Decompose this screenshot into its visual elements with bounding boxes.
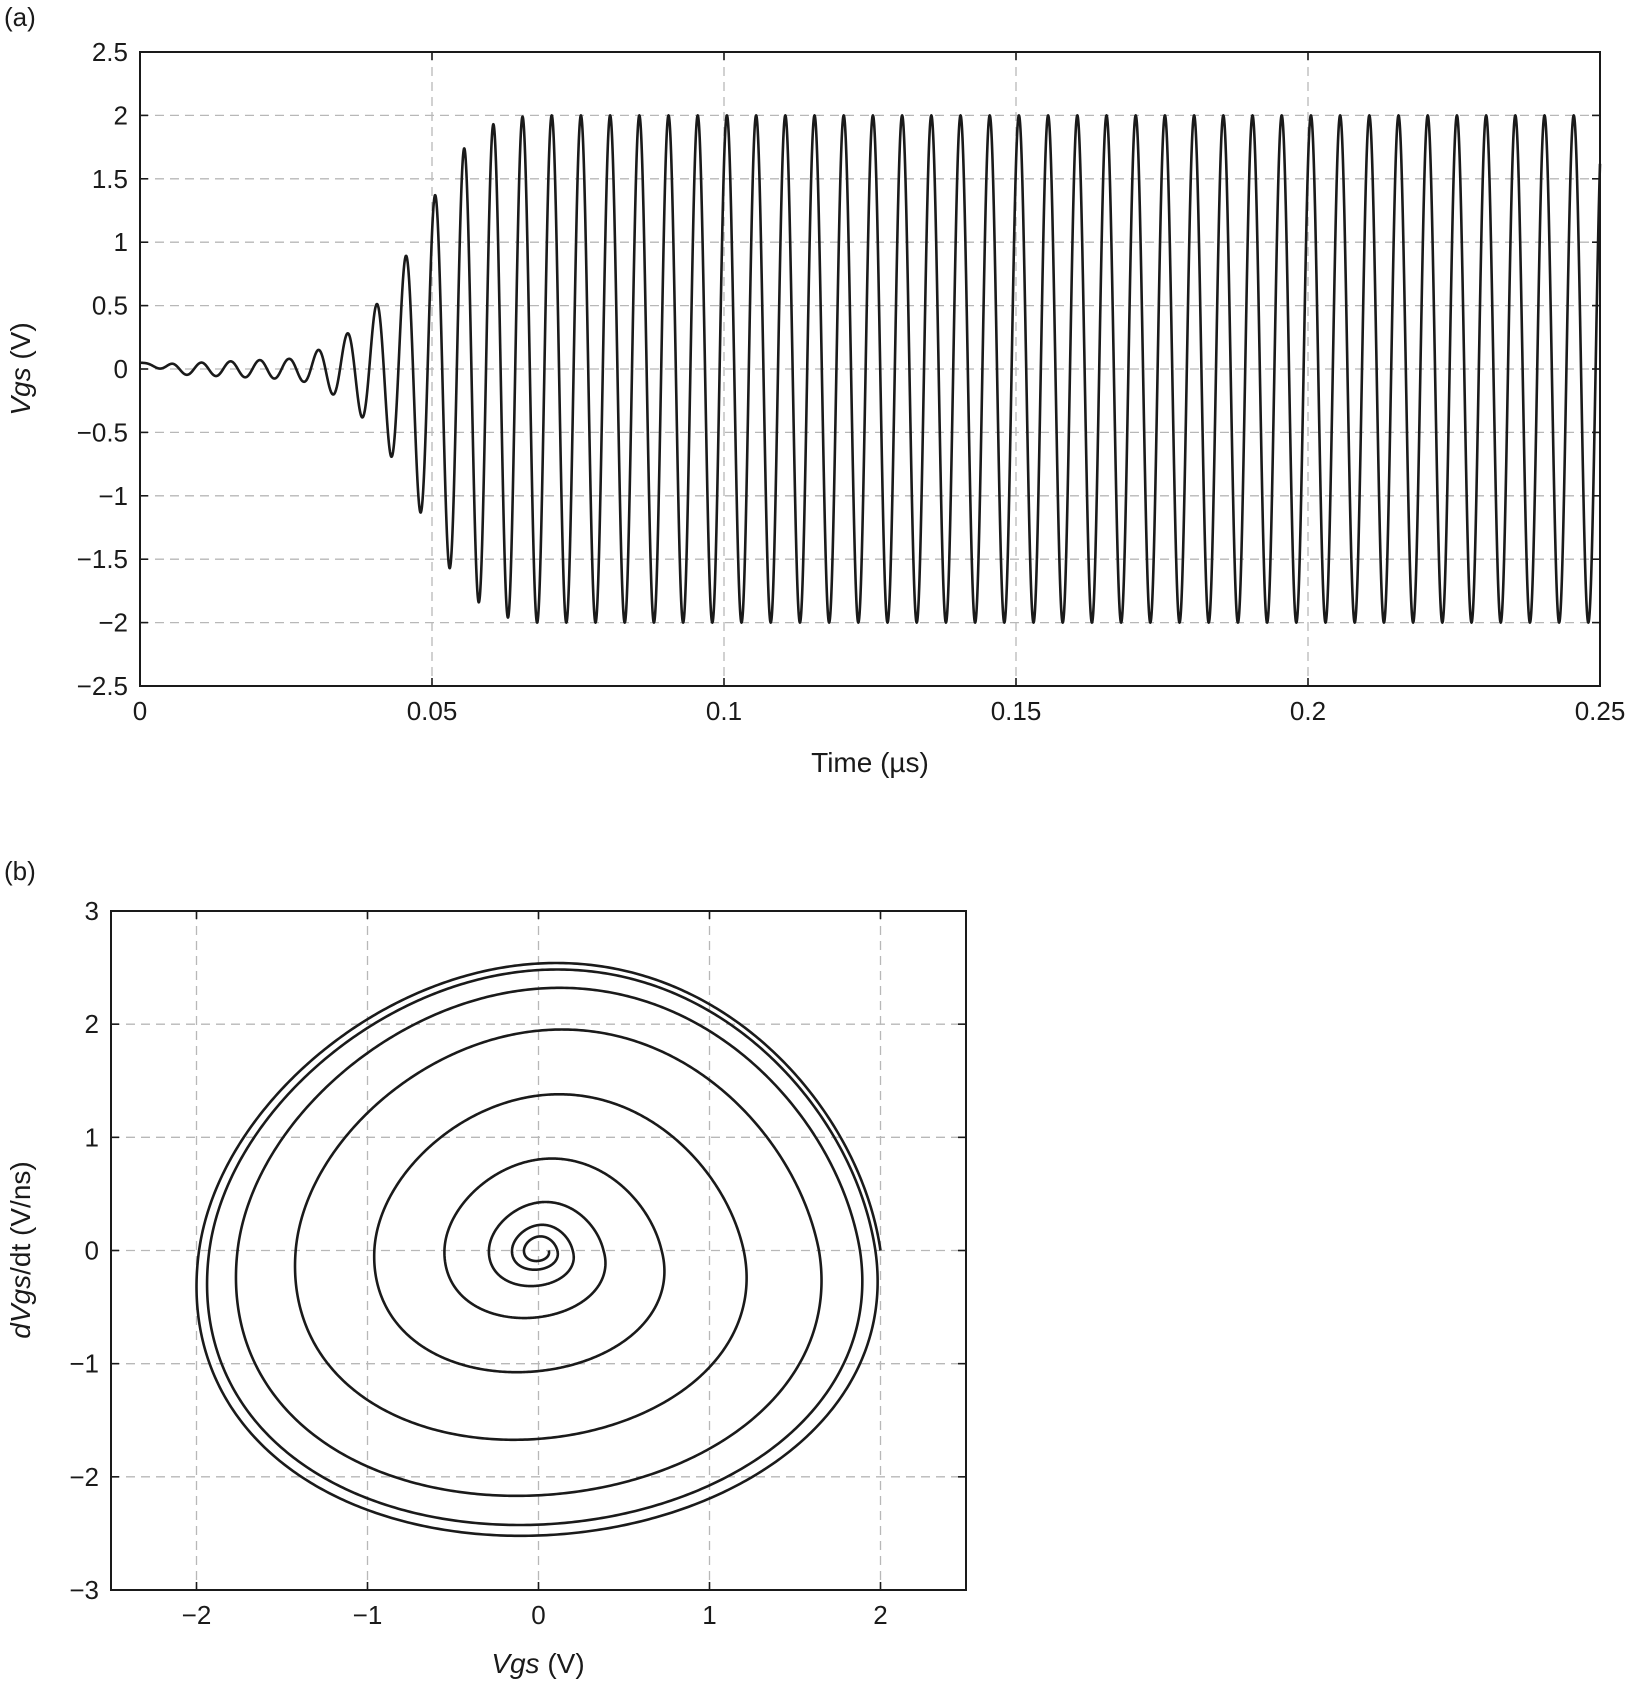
a-x-tick-label: 0 xyxy=(133,696,147,726)
a-y-tick-label: 1.5 xyxy=(92,164,128,194)
panel-b-trace xyxy=(195,961,882,1538)
a-y-tick-label: −2 xyxy=(98,608,128,638)
panel-b-x-axis-label: Vgs (V) xyxy=(491,1648,584,1679)
b-x-tick-label: 1 xyxy=(702,1600,716,1630)
b-x-tick-label: 2 xyxy=(873,1600,887,1630)
panel-b-phase-spiral xyxy=(195,961,882,1538)
panel-b-label: (b) xyxy=(4,856,36,886)
b-x-tick-label: −1 xyxy=(353,1600,383,1630)
panel-a-label: (a) xyxy=(4,2,36,32)
a-x-tick-label: 0.2 xyxy=(1290,696,1326,726)
b-x-tick-label: 0 xyxy=(531,1600,545,1630)
b-y-tick-label: 3 xyxy=(85,896,99,926)
b-y-tick-label: 0 xyxy=(85,1236,99,1266)
a-y-tick-label: 1 xyxy=(114,227,128,257)
panel-a-grid xyxy=(140,52,1600,686)
a-y-tick-label: 0 xyxy=(114,354,128,384)
a-y-tick-label: 2.5 xyxy=(92,37,128,67)
a-y-tick-label: −1 xyxy=(98,481,128,511)
panel-b-x-ticks: −2 −1 0 1 2 xyxy=(182,911,888,1630)
a-y-tick-label: −1.5 xyxy=(77,544,128,574)
panel-a-x-axis-label: Time (µs) xyxy=(811,747,929,778)
b-y-tick-label: −3 xyxy=(69,1575,99,1605)
b-x-tick-label: −2 xyxy=(182,1600,212,1630)
a-y-tick-label: −0.5 xyxy=(77,417,128,447)
a-x-tick-label: 0.1 xyxy=(706,696,742,726)
panel-a-trace xyxy=(138,114,1602,624)
panel-a-x-ticks: 0 0.05 0.1 0.15 0.2 0.25 xyxy=(133,52,1626,726)
panel-b-grid xyxy=(111,911,966,1590)
panel-a-y-ticks: 2.5 2 1.5 1 0.5 0 −0.5 −1 −1.5 −2 −2.5 xyxy=(77,37,1600,701)
b-y-tick-label: 1 xyxy=(85,1122,99,1152)
a-x-tick-label: 0.15 xyxy=(991,696,1042,726)
panel-a-y-axis-label: Vgs (V) xyxy=(5,322,36,415)
panel-b-phase-portrait: (b) −2 −1 0 1 2 3 2 1 0 −1 −2 −3 Vgs (V) dVgs/dt (… xyxy=(4,856,967,1679)
a-x-tick-label: 0.25 xyxy=(1575,696,1626,726)
panel-b-y-axis-label: dVgs/dt (V/ns) xyxy=(5,1161,36,1338)
a-y-tick-label: 0.5 xyxy=(92,291,128,321)
b-y-tick-label: 2 xyxy=(85,1009,99,1039)
b-y-tick-label: −2 xyxy=(69,1462,99,1492)
a-y-tick-label: −2.5 xyxy=(77,671,128,701)
b-y-tick-label: −1 xyxy=(69,1349,99,1379)
panel-a-vgs-line xyxy=(138,114,1602,624)
panel-b-y-ticks: 3 2 1 0 −1 −2 −3 xyxy=(69,896,966,1605)
a-y-tick-label: 2 xyxy=(114,100,128,130)
panel-a-time-series: (a) 0 0.05 0.1 0.15 0.2 0.25 2.5 2 1.5 1 0.5 0 −0.5… xyxy=(4,2,1625,778)
a-x-tick-label: 0.05 xyxy=(407,696,458,726)
